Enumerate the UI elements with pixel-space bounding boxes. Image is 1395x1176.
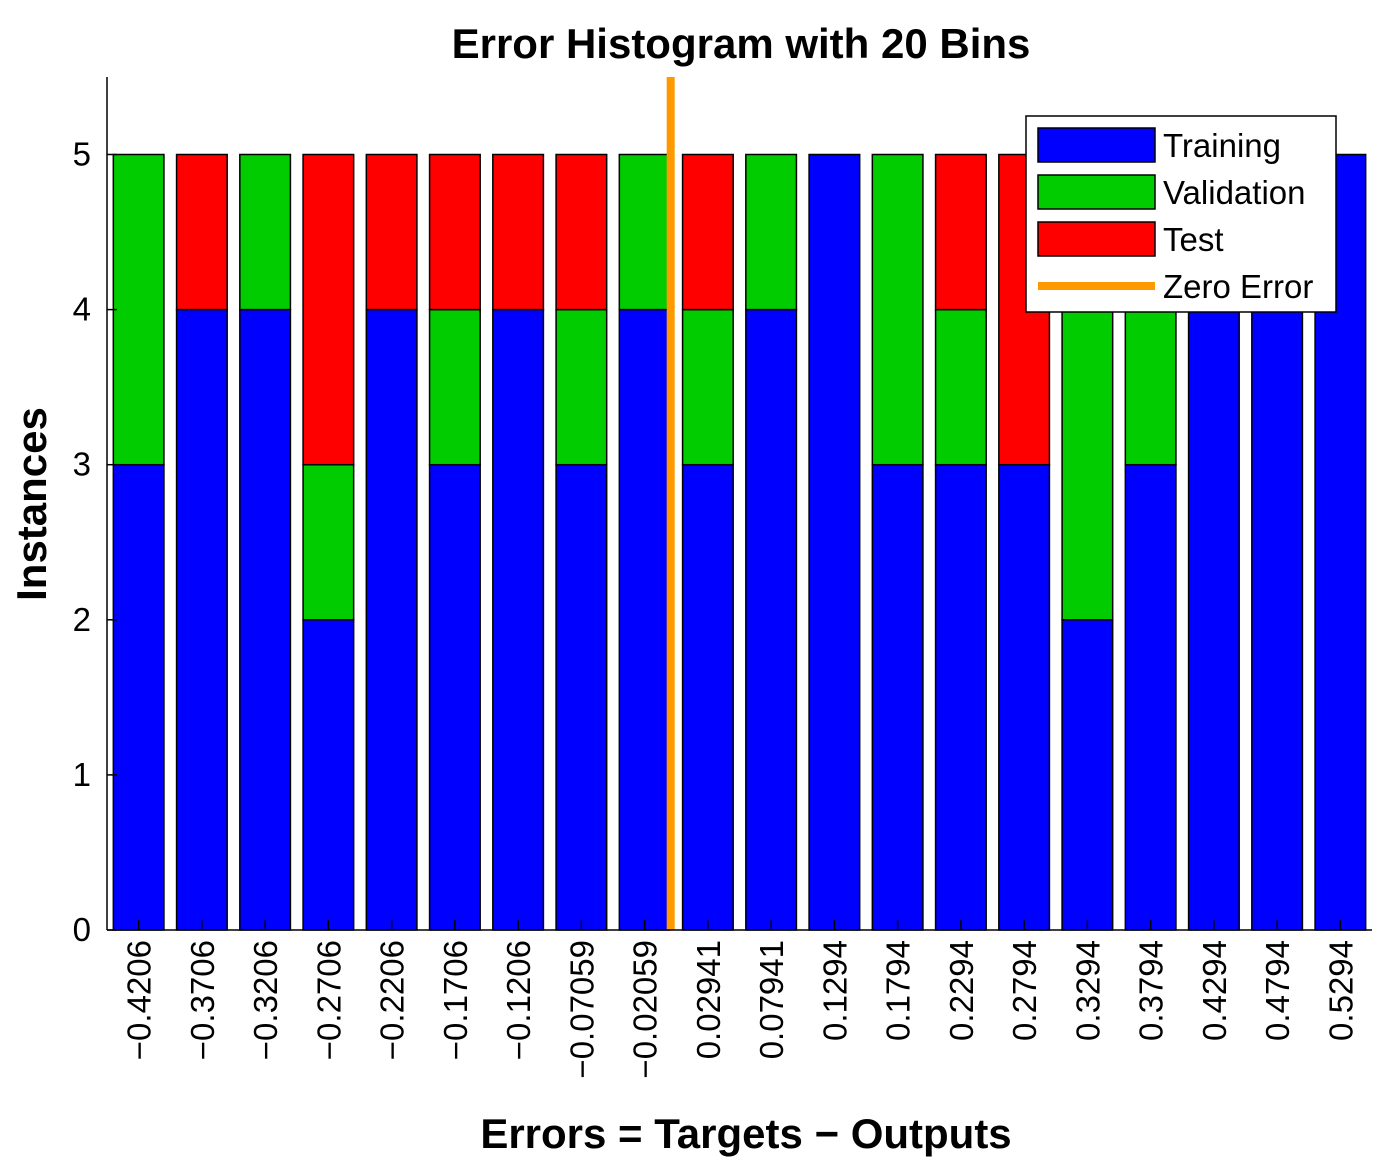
x-tick-label: −0.1706 [437,940,474,1060]
chart-title: Error Histogram with 20 Bins [452,20,1031,67]
bar-segment-training-2 [175,308,228,931]
bar-segment-test-8 [555,153,608,311]
x-tick-label: −0.1206 [500,940,537,1060]
bar-segment-test-5 [365,153,418,311]
bar-segment-training-11 [745,308,798,931]
x-tick-label: 0.3794 [1133,940,1170,1041]
bar-segment-test-14 [934,153,987,311]
bar-segment-training-6 [428,463,481,931]
x-tick-label: −0.2206 [374,940,411,1060]
legend-label-test: Test [1163,221,1224,258]
bar-segment-training-13 [871,463,924,931]
bar-segment-validation-9 [618,153,671,311]
x-tick-label: 0.4794 [1259,940,1296,1041]
bar-segment-validation-13 [871,153,924,466]
bar-segment-validation-3 [239,153,292,311]
bar-segment-validation-8 [555,308,608,466]
y-tick-label: 2 [73,601,91,638]
bar-segment-validation-14 [934,308,987,466]
bar-segment-validation-17 [1124,308,1177,466]
x-tick-label: 0.3294 [1069,940,1106,1041]
bar-segment-validation-4 [302,463,355,621]
bar-segment-validation-11 [745,153,798,311]
x-tick-label: 0.2794 [1006,940,1043,1041]
x-tick-label: 0.1294 [816,940,853,1041]
legend-swatch-training [1037,127,1156,163]
axes-layer [106,76,1372,931]
x-tick-label: 0.02941 [690,940,727,1059]
x-tick-label: −0.3206 [247,940,284,1060]
legend: Training Validation Test Zero Error [1025,115,1337,313]
x-tick-label: −0.3706 [184,940,221,1060]
legend-label-training: Training [1163,127,1281,164]
bar-segment-training-5 [365,308,418,931]
legend-label-zero-error: Zero Error [1163,268,1313,305]
bar-segment-validation-6 [428,308,481,466]
legend-label-validation: Validation [1163,174,1306,211]
y-tick-label: 5 [73,136,91,173]
x-tick-label: 0.5294 [1322,940,1359,1041]
legend-swatch-validation [1037,174,1156,210]
bar-segment-validation-1 [112,153,165,466]
legend-swatch-test [1037,221,1156,257]
y-tick-label: 3 [73,446,91,483]
bar-segment-training-14 [934,463,987,931]
y-axis-label: Instances [8,407,55,601]
x-tick-label: 0.2294 [943,940,980,1041]
bar-segment-training-9 [618,308,671,931]
x-tick-label: 0.1794 [880,940,917,1041]
x-tick-label: 0.4294 [1196,940,1233,1041]
x-tick-label: −0.02059 [627,940,664,1079]
bar-segment-training-17 [1124,463,1177,931]
bar-segment-test-4 [302,153,355,466]
bar-segment-training-7 [492,308,545,931]
bar-segment-training-10 [681,463,734,931]
bar-segment-training-8 [555,463,608,931]
bars-layer [112,153,1367,931]
bar-segment-training-16 [1061,619,1114,931]
x-tick-label: −0.2706 [310,940,347,1060]
x-axis-label: Errors = Targets − Outputs [480,1110,1011,1157]
bar-segment-validation-16 [1061,308,1114,621]
bar-segment-training-15 [998,463,1051,931]
x-ticks: −0.4206 −0.3706 −0.3206 −0.2706 −0.2206 −0.17… [121,920,1359,1079]
bar-segment-test-7 [492,153,545,311]
bar-segment-training-1 [112,463,165,931]
x-tick-label: −0.07059 [563,940,600,1079]
y-tick-label: 1 [73,756,91,793]
bar-segment-test-6 [428,153,481,311]
bar-segment-test-10 [681,153,734,311]
x-tick-label: 0.07941 [753,940,790,1059]
bar-segment-validation-10 [681,308,734,466]
bar-segment-training-3 [239,308,292,931]
y-tick-label: 0 [73,911,91,948]
bar-segment-training-12 [808,153,861,931]
x-tick-label: −0.4206 [121,940,158,1060]
y-ticks: 0 1 2 3 4 5 [73,136,117,948]
y-tick-label: 4 [73,291,91,328]
bar-segment-test-2 [175,153,228,311]
bar-segment-training-4 [302,619,355,931]
bar-segment-training-19 [1251,308,1304,931]
bar-segment-training-18 [1187,308,1240,931]
